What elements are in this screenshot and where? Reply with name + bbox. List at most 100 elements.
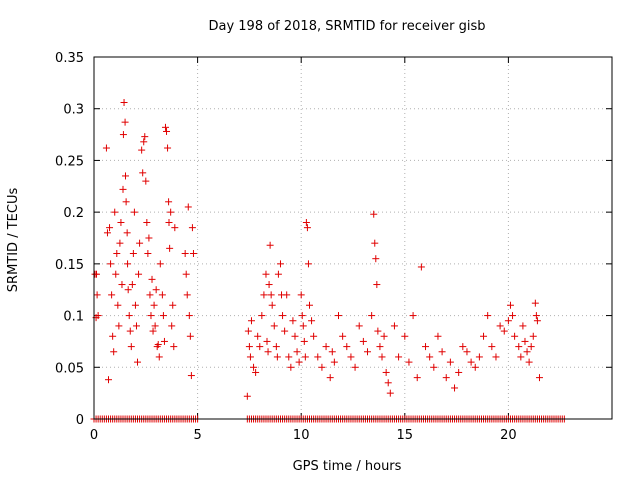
data-point xyxy=(106,224,114,232)
data-point xyxy=(117,218,125,226)
data-point xyxy=(189,250,197,258)
data-point xyxy=(103,229,111,237)
data-point xyxy=(517,353,525,361)
data-point xyxy=(146,291,154,299)
data-point xyxy=(523,348,531,356)
data-point xyxy=(267,291,275,299)
data-point xyxy=(132,322,140,330)
data-point xyxy=(118,281,126,289)
data-point xyxy=(126,327,134,335)
data-point xyxy=(376,343,384,351)
x-tick-label: 15 xyxy=(397,428,414,443)
data-point xyxy=(109,332,117,340)
data-point xyxy=(135,270,143,278)
data-point xyxy=(395,353,403,361)
data-point xyxy=(134,358,142,366)
data-point xyxy=(285,353,293,361)
data-point xyxy=(326,374,334,382)
data-point xyxy=(268,301,276,309)
data-point xyxy=(343,343,351,351)
data-point xyxy=(246,353,254,361)
data-point xyxy=(521,337,529,345)
data-point xyxy=(250,363,258,371)
y-tick-label: 0.2 xyxy=(63,206,84,221)
data-point xyxy=(471,363,479,371)
data-point xyxy=(167,208,175,216)
data-point xyxy=(123,229,131,237)
data-point xyxy=(247,317,255,325)
data-point xyxy=(270,322,278,330)
data-point xyxy=(144,250,152,258)
data-point xyxy=(519,322,527,330)
data-point xyxy=(322,343,330,351)
data-point xyxy=(390,322,398,330)
data-point xyxy=(417,263,425,271)
data-point xyxy=(127,343,135,351)
data-point xyxy=(529,332,537,340)
y-tick-label: 0.35 xyxy=(55,51,84,66)
data-point xyxy=(531,299,539,307)
plot-frame xyxy=(93,56,613,420)
data-point xyxy=(252,368,260,376)
data-point xyxy=(164,144,172,152)
data-point xyxy=(187,372,195,380)
data-point xyxy=(355,322,363,330)
data-point xyxy=(380,332,388,340)
data-point xyxy=(295,358,303,366)
data-point xyxy=(128,281,136,289)
data-point xyxy=(149,327,157,335)
data-point xyxy=(148,275,156,283)
grid-lines xyxy=(94,57,612,419)
data-point xyxy=(373,281,381,289)
data-point xyxy=(260,291,268,299)
data-point xyxy=(129,250,137,258)
data-point xyxy=(368,312,376,320)
data-point xyxy=(304,260,312,268)
data-point xyxy=(310,332,318,340)
data-point xyxy=(302,218,310,226)
data-point xyxy=(533,317,541,325)
data-point xyxy=(374,327,382,335)
y-tick-label: 0.15 xyxy=(55,258,84,273)
data-point xyxy=(328,348,336,356)
data-point xyxy=(120,99,128,107)
data-point xyxy=(182,270,190,278)
data-point xyxy=(492,353,500,361)
data-point xyxy=(254,332,262,340)
data-point xyxy=(143,218,151,226)
data-point xyxy=(279,312,287,320)
data-point xyxy=(434,332,442,340)
data-point xyxy=(334,312,342,320)
data-point xyxy=(351,363,359,371)
data-point xyxy=(525,358,533,366)
axis-ticks: 0 5 10 15 20 0 0.05 0.1 0.15 0.2 0.25 0.3 0.35 xyxy=(55,51,612,443)
data-point xyxy=(130,208,138,216)
data-point xyxy=(384,379,392,387)
data-point xyxy=(116,239,124,247)
x-tick-label: 20 xyxy=(500,428,517,443)
data-point xyxy=(145,234,153,242)
data-point xyxy=(480,332,488,340)
data-point xyxy=(515,343,523,351)
data-point xyxy=(142,177,150,185)
data-point xyxy=(150,301,158,309)
y-tick-label: 0.1 xyxy=(63,310,84,325)
data-point xyxy=(119,131,127,139)
y-axis-label: SRMTID / TECUs xyxy=(6,188,21,293)
data-point xyxy=(136,239,144,247)
data-point xyxy=(139,169,147,177)
data-point xyxy=(330,358,338,366)
data-point xyxy=(154,341,162,349)
data-point xyxy=(347,353,355,361)
data-point xyxy=(94,312,102,320)
data-point xyxy=(446,358,454,366)
data-point xyxy=(184,203,192,211)
data-point xyxy=(506,301,514,309)
data-point xyxy=(413,374,421,382)
data-point xyxy=(168,322,176,330)
data-point xyxy=(166,244,174,252)
data-point xyxy=(122,198,130,206)
data-point xyxy=(107,260,115,268)
data-point xyxy=(488,343,496,351)
